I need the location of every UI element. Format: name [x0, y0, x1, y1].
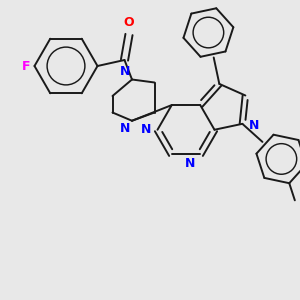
Text: N: N — [120, 122, 130, 135]
Text: N: N — [120, 65, 130, 78]
Text: N: N — [248, 119, 259, 132]
Text: O: O — [124, 16, 134, 28]
Text: N: N — [185, 158, 196, 170]
Text: F: F — [22, 59, 30, 73]
Text: N: N — [141, 123, 152, 136]
